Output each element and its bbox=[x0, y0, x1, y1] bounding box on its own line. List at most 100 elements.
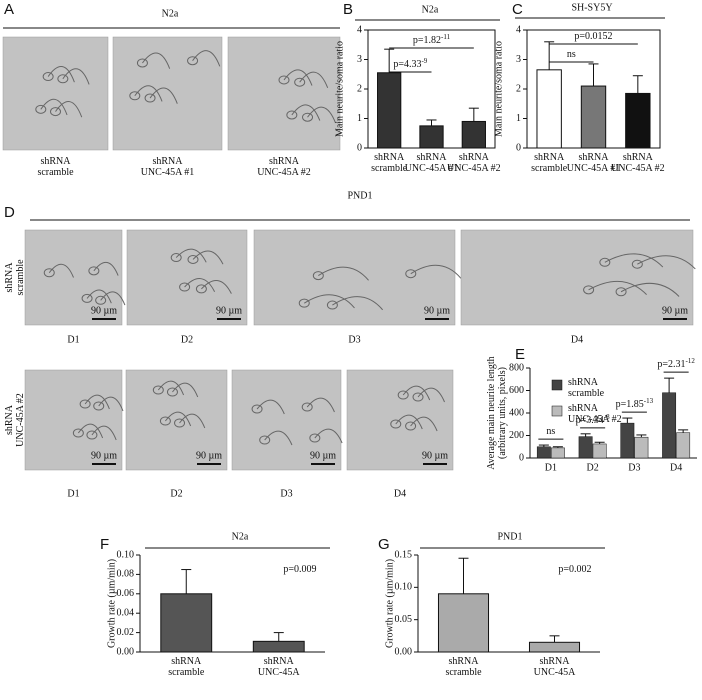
neurite bbox=[314, 428, 343, 444]
bar bbox=[160, 593, 213, 653]
x-tick-label: shRNA scramble bbox=[168, 656, 205, 678]
x-tick-label: shRNA UNC-45A bbox=[534, 656, 576, 678]
y-tick-label: 0.00 bbox=[395, 646, 413, 657]
row-label: shRNAUNC-45A #2 bbox=[4, 393, 26, 447]
cell bbox=[86, 430, 98, 440]
panel-letter: D bbox=[4, 204, 15, 221]
neurite bbox=[256, 399, 285, 415]
y-axis-label: Main neurite/soma ratio bbox=[334, 41, 345, 137]
cell bbox=[302, 112, 314, 122]
panel-letter: C bbox=[512, 1, 523, 18]
x-tick-label: shRNA UNC-45A #1 bbox=[405, 152, 459, 174]
cell bbox=[405, 269, 417, 279]
annotation-text: p=0.002 bbox=[558, 564, 591, 575]
annotation: p=0.0152 bbox=[574, 31, 612, 42]
cell bbox=[294, 77, 306, 87]
day-label: D1 bbox=[67, 488, 79, 499]
y-tick-label: 200 bbox=[509, 430, 524, 441]
bar bbox=[620, 422, 635, 459]
y-tick-label: 4 bbox=[516, 24, 521, 35]
y-tick-label: 0.10 bbox=[395, 582, 413, 593]
annotation-text: p=1.85 bbox=[616, 399, 644, 410]
panel-letter: E bbox=[515, 346, 525, 363]
y-tick-label: 2 bbox=[357, 83, 362, 94]
y-tick-label: 0.04 bbox=[117, 607, 135, 618]
micrograph bbox=[112, 36, 223, 151]
y-tick-label: 0 bbox=[357, 142, 362, 153]
annotation-text: p=2.31 bbox=[657, 359, 685, 370]
bar bbox=[634, 436, 649, 459]
neurite bbox=[402, 385, 431, 401]
y-tick-label: 0.02 bbox=[117, 627, 135, 638]
neurite bbox=[172, 382, 199, 398]
row-label: shRNAscramble bbox=[4, 259, 26, 296]
cell bbox=[405, 421, 417, 431]
neurite bbox=[299, 71, 329, 89]
neurite bbox=[410, 264, 462, 279]
annotation: p=0.009 bbox=[283, 564, 316, 575]
bar bbox=[461, 120, 486, 149]
panel-letter: A bbox=[4, 1, 14, 18]
cell bbox=[583, 285, 595, 295]
x-tick-label: D4 bbox=[670, 462, 682, 473]
panel-letter: B bbox=[343, 1, 353, 18]
cell bbox=[187, 56, 199, 66]
x-tick-label: shRNA UNC-45A #2 bbox=[611, 152, 665, 174]
cell bbox=[129, 91, 141, 101]
annotation: p=2.31-12 bbox=[657, 357, 695, 371]
cell bbox=[259, 435, 271, 445]
cell bbox=[631, 259, 643, 269]
neurite bbox=[100, 291, 126, 306]
panel-letter: F bbox=[100, 536, 109, 553]
micrograph bbox=[460, 229, 694, 326]
cell bbox=[195, 284, 207, 294]
micrograph bbox=[231, 369, 342, 471]
y-tick-label: 4 bbox=[357, 24, 362, 35]
annotation: p=1.85-13 bbox=[616, 397, 654, 411]
y-tick-label: 3 bbox=[357, 54, 362, 65]
bar bbox=[676, 432, 691, 459]
panel-title: N2a bbox=[162, 8, 179, 19]
cell bbox=[88, 266, 100, 276]
neurite bbox=[91, 425, 117, 441]
cell bbox=[50, 107, 61, 117]
cell bbox=[278, 75, 290, 85]
annotation: p=4.33-9 bbox=[393, 57, 427, 71]
y-axis-label: Main neurite/soma ratio bbox=[493, 41, 504, 137]
y-tick-label: 600 bbox=[509, 385, 524, 396]
cell bbox=[286, 110, 298, 120]
x-tick-label: shRNA scramble bbox=[371, 152, 408, 174]
micrograph bbox=[24, 369, 123, 471]
bar bbox=[528, 641, 581, 653]
bar bbox=[592, 443, 607, 459]
annotation-sup: -11 bbox=[441, 33, 451, 41]
neurite bbox=[157, 380, 185, 396]
annotation-text: p=4.33 bbox=[393, 59, 421, 70]
y-tick-label: 400 bbox=[509, 407, 524, 418]
annotation-text: ns bbox=[567, 49, 576, 60]
scale-label: 90 µm bbox=[91, 450, 117, 461]
bar bbox=[377, 72, 402, 149]
neurite bbox=[62, 68, 90, 85]
neurite bbox=[283, 69, 313, 86]
cell bbox=[412, 392, 424, 402]
annotation-text: p=3.34 bbox=[576, 415, 604, 426]
cell bbox=[179, 282, 191, 292]
y-tick-label: 0.15 bbox=[395, 549, 413, 560]
image-label: shRNA UNC-45A #2 bbox=[257, 156, 311, 178]
bar bbox=[625, 92, 651, 149]
day-label: D2 bbox=[170, 488, 182, 499]
neurite bbox=[417, 387, 445, 403]
cell bbox=[615, 287, 627, 297]
neurite bbox=[40, 98, 68, 116]
neurite bbox=[332, 296, 384, 311]
x-tick-label: D3 bbox=[628, 462, 640, 473]
cell bbox=[136, 58, 148, 68]
cell bbox=[81, 293, 93, 303]
y-tick-label: 0.00 bbox=[117, 646, 135, 657]
neurite bbox=[77, 423, 104, 439]
annotation: p=3.34-8 bbox=[576, 412, 610, 426]
bar bbox=[580, 85, 607, 149]
annotation-text: ns bbox=[546, 426, 555, 437]
